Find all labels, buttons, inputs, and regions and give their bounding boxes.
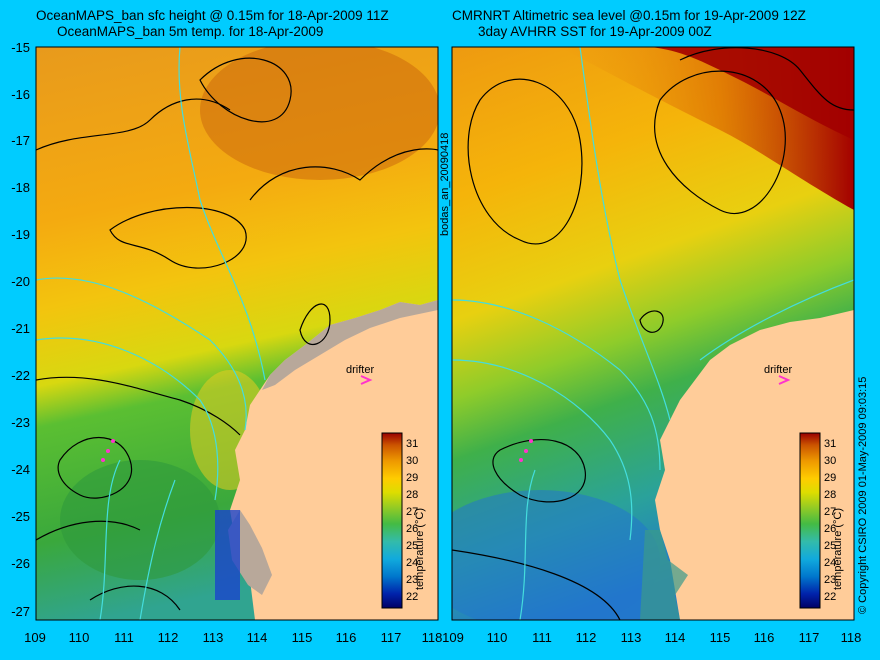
lon-tick: 116 [335,630,357,645]
left-gulf-cold [215,510,240,600]
lat-tick: -25 [11,509,30,524]
lon-tick: 118 [840,630,862,645]
colorbar-tick: 29 [824,472,837,484]
right-map-panel [451,46,855,621]
colorbar-tick: 27 [824,506,837,518]
right-hot-core [650,47,854,140]
lon-tick: 114 [246,630,268,645]
right-bathymetry [452,47,854,620]
colorbar-tick: 23 [824,574,837,586]
lon-tick: 110 [68,630,90,645]
left-cool-patch [60,460,220,580]
lon-tick: 116 [753,630,775,645]
lon-tick: 113 [620,630,642,645]
lon-tick: 109 [24,630,46,645]
colorbar-tick: 27 [406,506,419,518]
right-gulf-water [640,530,688,620]
colorbar-tick: 22 [406,591,419,603]
left-contours [36,57,438,611]
left-drifter-track [101,439,115,462]
lon-tick: 117 [380,630,402,645]
colorbar-tick: 31 [824,438,837,450]
right-colorbar-label: temperature (°C) [832,507,844,590]
colorbar-tick: 23 [406,574,419,586]
lat-tick: -19 [11,227,30,242]
lon-tick: 111 [114,630,134,645]
left-colorbar-label: temperature (°C) [414,507,426,590]
left-frame [35,46,439,621]
drifter-point [529,439,533,443]
colorbar-tick: 25 [406,540,419,552]
left-colorbar-ticks: 31 30 29 28 27 26 25 24 23 22 [406,436,418,606]
left-drifter-label: drifter [346,364,375,376]
colorbar-tick: 24 [824,557,837,569]
colorbar-tick: 28 [824,489,837,501]
lon-tick: 118 [421,630,443,645]
lon-tick: 115 [291,630,313,645]
colorbar-tick: 30 [406,455,419,467]
right-drifter-arrow-icon [778,375,791,385]
lon-tick: 109 [442,630,464,645]
lat-tick: -17 [11,133,30,148]
colorbar-tick: 31 [406,438,419,450]
lat-tick: -23 [11,415,30,430]
right-drifter-track [519,439,533,462]
lat-tick: -27 [11,604,30,619]
left-title-line2: OceanMAPS_ban 5m temp. for 18-Apr-2009 [57,24,324,39]
drifter-point [524,449,528,453]
colorbar-tick: 29 [406,472,419,484]
colorbar-tick: 26 [406,523,419,535]
right-drifter-label: drifter [764,364,793,376]
right-title-line2: 3day AVHRR SST for 19-Apr-2009 00Z [478,24,712,39]
left-title-line1: OceanMAPS_ban sfc height @ 0.15m for 18-… [36,8,389,23]
lon-tick: 112 [157,630,179,645]
colorbar-tick: 22 [824,591,837,603]
right-cool-south [452,490,660,620]
run-id-label: bodas_an_20090418 [439,132,451,236]
lon-tick: 112 [575,630,597,645]
left-drifter-arrow-icon [360,375,373,385]
left-bathymetry [36,47,266,620]
left-map-panel [35,46,439,621]
lon-tick: 113 [202,630,224,645]
drifter-point [106,449,110,453]
lat-tick: -20 [11,274,30,289]
left-coast-shade [262,300,438,390]
lat-tick: -22 [11,368,30,383]
lon-tick: 114 [664,630,686,645]
left-colorbar [381,432,403,609]
lon-tick: 115 [709,630,731,645]
drifter-point [101,458,105,462]
lon-tick: 117 [798,630,820,645]
lat-tick: -16 [11,87,30,102]
drifter-point [111,439,115,443]
right-colorbar [799,432,821,609]
right-frame [451,46,855,621]
copyright-label: © Copyright CSIRO 2009 01-May-2009 09:03… [857,376,869,614]
colorbar-tick: 24 [406,557,419,569]
lat-tick: -18 [11,180,30,195]
colorbar-tick: 30 [824,455,837,467]
lat-tick: -26 [11,556,30,571]
colorbar-tick: 25 [824,540,837,552]
lat-tick: -21 [11,321,30,336]
lon-tick: 111 [532,630,552,645]
left-warm-patch [200,47,438,180]
drifter-point [519,458,523,462]
colorbar-tick: 28 [406,489,419,501]
right-title-line1: CMRNRT Altimetric sea level @0.15m for 1… [452,8,806,23]
lat-tick: -15 [11,40,30,55]
colorbar-tick: 26 [824,523,837,535]
right-contours [452,47,854,620]
lon-tick: 110 [486,630,508,645]
right-colorbar-ticks: 31 30 29 28 27 26 25 24 23 22 [824,436,836,606]
lat-tick: -24 [11,462,30,477]
